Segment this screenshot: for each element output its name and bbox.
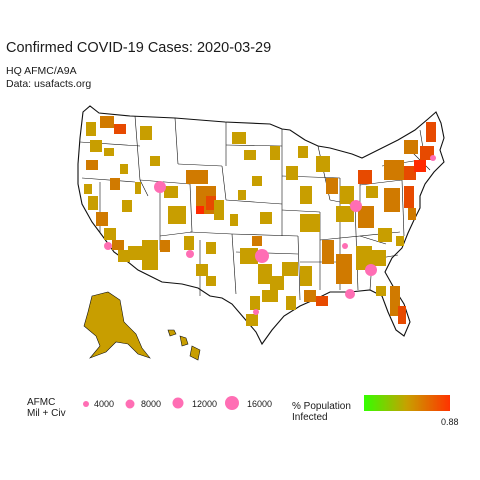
afmc-marker-robins [365,264,377,276]
afmc-marker-arnold [342,243,348,249]
legend-label-4000: 4000 [94,399,115,409]
alaska [83,291,151,359]
hawaii [167,329,201,361]
afmc-marker-wright-patterson [350,200,362,212]
legend-marker-12000 [172,397,184,409]
afmc-marker-hill [154,181,166,193]
legend-marker-8000 [125,399,135,409]
afmc-markers [104,155,436,315]
map-title: Confirmed COVID-19 Cases: 2020-03-29 [6,40,272,56]
legend-marker-4000 [83,401,89,407]
subtitle-org: HQ AFMC/A9A [6,65,77,77]
afmc-marker-lackland [253,309,259,315]
afmc-marker-tinker [255,249,269,263]
color-legend-title: % Population Infected [292,401,351,423]
color-legend-max-label: 0.88 [441,417,459,427]
afmc-marker-kirtland [186,250,194,258]
legend-label-8000: 8000 [141,399,162,409]
size-legend-markers [83,396,239,410]
alaska-hawaii [83,291,201,361]
afmc-marker-eglin [345,289,355,299]
color-legend-bar [364,395,450,411]
afmc-marker-hanscom [430,155,436,161]
us-outline [77,105,445,346]
subtitle-source: Data: usafacts.org [6,78,92,90]
legend-marker-16000 [225,396,239,410]
legend-label-12000: 12000 [192,399,218,409]
afmc-marker-edwards [104,242,112,250]
legend-label-16000: 16000 [247,399,273,409]
size-legend-title: AFMC Mil + Civ [27,397,66,419]
county-cases [84,116,436,326]
